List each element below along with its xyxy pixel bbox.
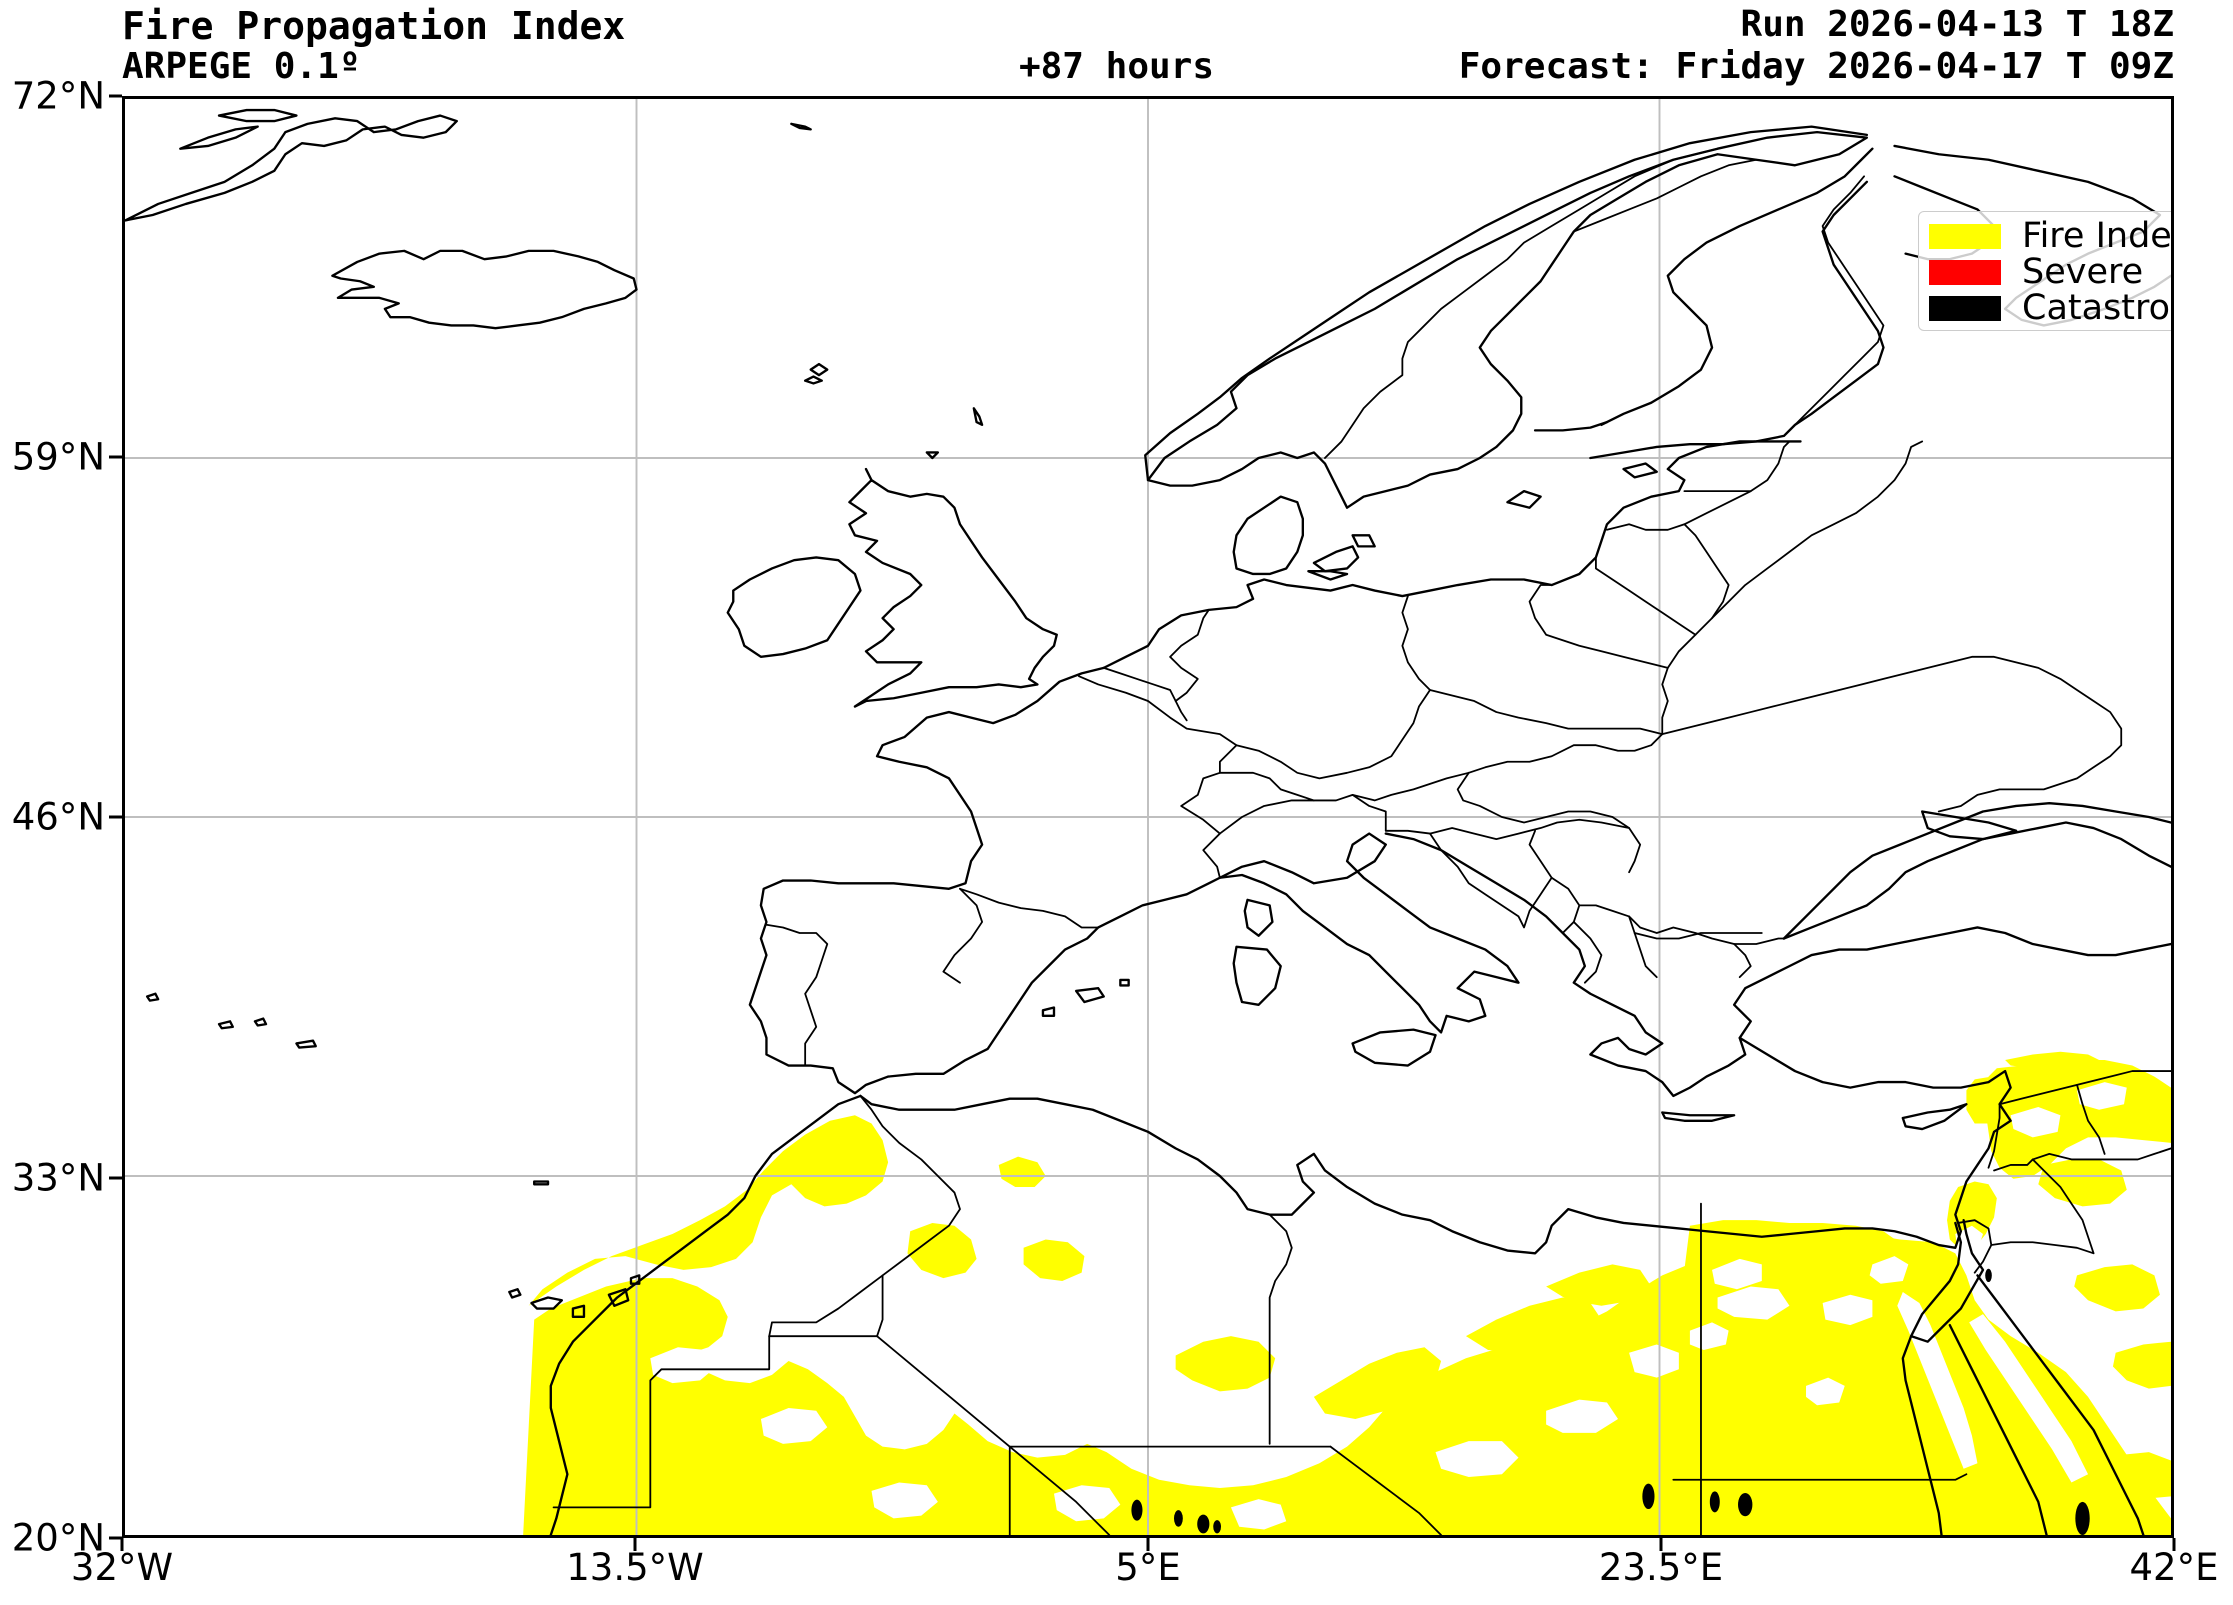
y-tickmark-20n — [109, 1536, 122, 1540]
x-ticklabel-135w: 13.5°W — [566, 1546, 704, 1589]
y-ticklabel-20n: 20°N — [11, 1516, 105, 1560]
catastrophic-layer — [1131, 1268, 2090, 1535]
legend-label-catastrophic: Catastrophic — [2022, 288, 2171, 328]
y-tickmark-33n — [109, 1176, 122, 1180]
y-tickmark-46n — [109, 815, 122, 819]
fire-index-layer — [523, 1051, 2171, 1535]
map-coastlines — [125, 108, 2171, 1535]
legend-label-severe: Severe — [2022, 252, 2144, 292]
lead-time-label: +87 hours — [1018, 46, 1215, 87]
x-ticklabel-5e: 5°E — [1115, 1546, 1181, 1589]
forecast-valid-label: Forecast: Friday 2026-04-17 T 09Z — [1458, 46, 2174, 87]
map-canvas — [125, 99, 2171, 1535]
legend-swatch-fire-index — [1929, 223, 2001, 249]
legend-item-severe: Severe — [1929, 252, 2171, 292]
legend-item-fire-index: Fire Index — [1929, 216, 2172, 256]
map-plot-area[interactable]: Fire Index Severe Catastrophic — [122, 96, 2174, 1538]
y-ticklabel-72n: 72°N — [11, 74, 105, 118]
y-tickmark-59n — [109, 455, 122, 459]
legend-swatch-catastrophic — [1929, 295, 2001, 321]
legend-label-fire-index: Fire Index — [2022, 216, 2172, 256]
map-gridlines — [125, 99, 2171, 1535]
x-tickmark-5e — [1146, 1538, 1150, 1551]
x-tickmark-235e — [1659, 1538, 1663, 1551]
y-ticklabel-33n: 33°N — [11, 1156, 105, 1200]
page-title: Fire Propagation Index — [122, 4, 626, 48]
y-ticklabel-59n: 59°N — [11, 435, 105, 479]
x-ticklabel-32w: 32°W — [70, 1546, 174, 1589]
run-timestamp-label: Run 2026-04-13 T 18Z — [1740, 4, 2174, 45]
legend-item-catastrophic: Catastrophic — [1929, 288, 2171, 328]
x-tickmark-32w — [120, 1538, 124, 1551]
y-ticklabel-46n: 46°N — [11, 795, 105, 839]
x-tickmark-42e — [2172, 1538, 2176, 1551]
x-tickmark-135w — [633, 1538, 637, 1551]
y-tickmark-72n — [109, 94, 122, 98]
fire-index-gaps — [650, 1082, 2127, 1530]
map-country-borders — [552, 147, 2171, 1535]
x-ticklabel-235e: 23.5°E — [1598, 1546, 1724, 1589]
model-subtitle: ARPEGE 0.1º — [122, 46, 361, 87]
x-ticklabel-42e: 42°E — [2129, 1546, 2219, 1589]
legend-swatch-severe — [1929, 259, 2001, 285]
map-legend: Fire Index Severe Catastrophic — [1918, 211, 2172, 331]
